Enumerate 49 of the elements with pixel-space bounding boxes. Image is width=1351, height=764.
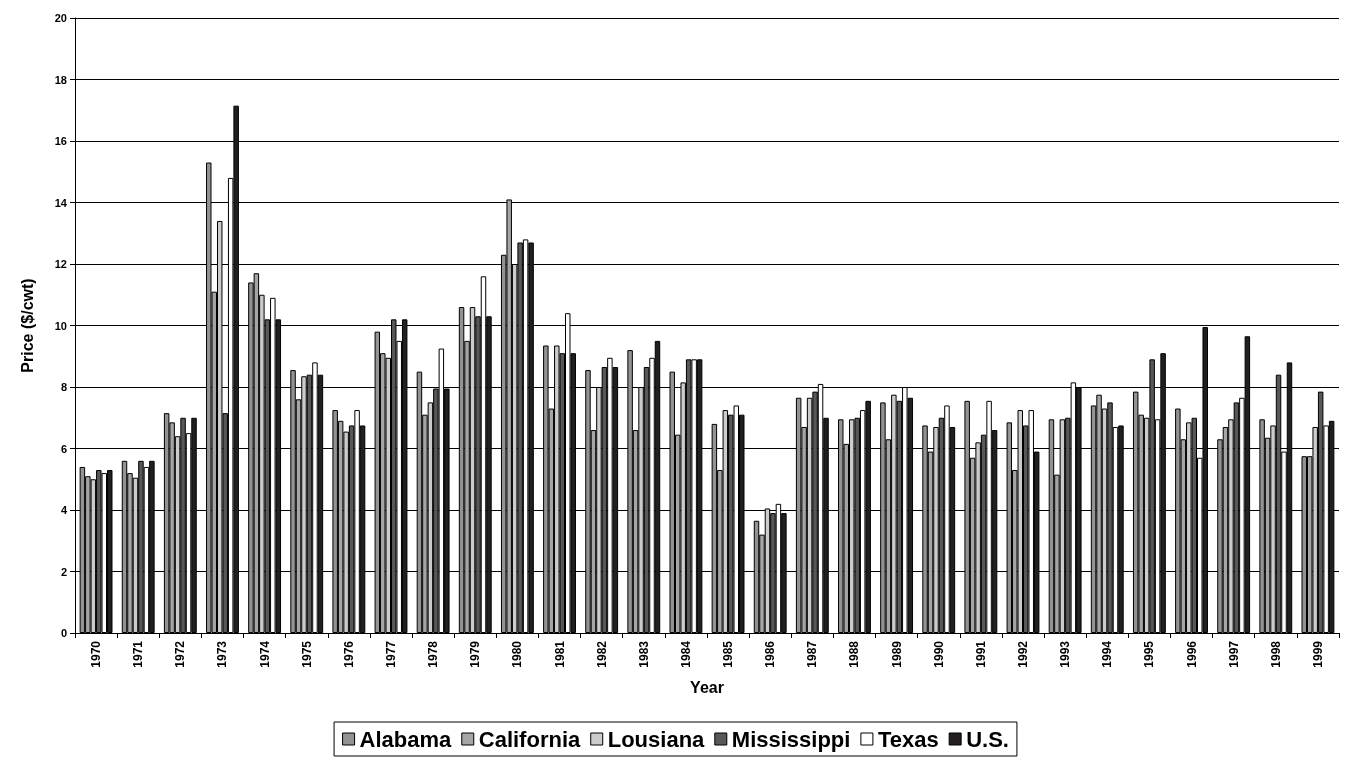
- y-tick-label: 20: [54, 12, 67, 24]
- x-tick-label: 1972: [173, 640, 188, 668]
- x-tick-label: 1995: [1142, 640, 1157, 668]
- legend-label: Texas: [877, 726, 939, 752]
- x-tick-label: 1979: [468, 640, 483, 668]
- x-tick-label: 1989: [889, 640, 904, 668]
- y-tick-label: 14: [54, 196, 68, 209]
- x-axis-title: Year: [690, 678, 724, 696]
- x-tick-label: 1988: [847, 640, 862, 668]
- x-tick-label: 1978: [426, 640, 441, 668]
- x-tick-label: 1987: [805, 640, 820, 668]
- x-tick-label: 1986: [763, 640, 778, 668]
- legend-label: U.S.: [966, 726, 1009, 752]
- x-tick-label: 1977: [384, 640, 398, 668]
- x-tick-label: 1981: [552, 640, 567, 668]
- y-tick-label: 8: [60, 381, 67, 393]
- legend-label: Alabama: [359, 726, 453, 752]
- y-tick-label: 18: [54, 73, 67, 86]
- legend-label: Mississippi: [731, 726, 851, 752]
- x-tick-label: 1990: [931, 640, 946, 668]
- x-tick-label: 1970: [89, 640, 104, 668]
- legend-label: California: [478, 726, 581, 752]
- x-tick-label: 1974: [257, 640, 272, 668]
- x-tick-label: 1984: [678, 640, 693, 668]
- y-tick-label: 16: [54, 135, 67, 147]
- x-tick-label: 1999: [1310, 640, 1325, 668]
- legend-label: Lousiana: [607, 726, 706, 752]
- x-tick-label: 1975: [299, 640, 314, 668]
- x-tick-label: 1973: [215, 640, 230, 668]
- x-tick-label: 1993: [1058, 640, 1073, 668]
- x-tick-label: 1985: [721, 640, 736, 668]
- x-tick-label: 1980: [510, 640, 525, 668]
- y-tick-label: 0: [60, 627, 67, 639]
- x-tick-label: 1976: [341, 640, 356, 668]
- x-tick-label: 1983: [636, 640, 651, 668]
- x-tick-label: 1971: [131, 640, 146, 668]
- y-tick-label: 6: [60, 442, 67, 455]
- x-tick-label: 1991: [973, 640, 988, 668]
- y-tick-label: 12: [54, 258, 67, 270]
- x-tick-label: 1997: [1226, 640, 1241, 668]
- y-axis-title: Price ($/cwt): [18, 278, 36, 373]
- x-tick-label: 1992: [1016, 640, 1030, 668]
- y-tick-label: 4: [60, 504, 68, 516]
- x-tick-label: 1982: [594, 640, 609, 668]
- y-tick-label: 10: [54, 319, 67, 332]
- x-tick-label: 1994: [1100, 640, 1115, 668]
- x-tick-label: 1998: [1268, 640, 1283, 668]
- x-tick-label: 1996: [1184, 640, 1199, 668]
- y-tick-label: 2: [60, 565, 67, 578]
